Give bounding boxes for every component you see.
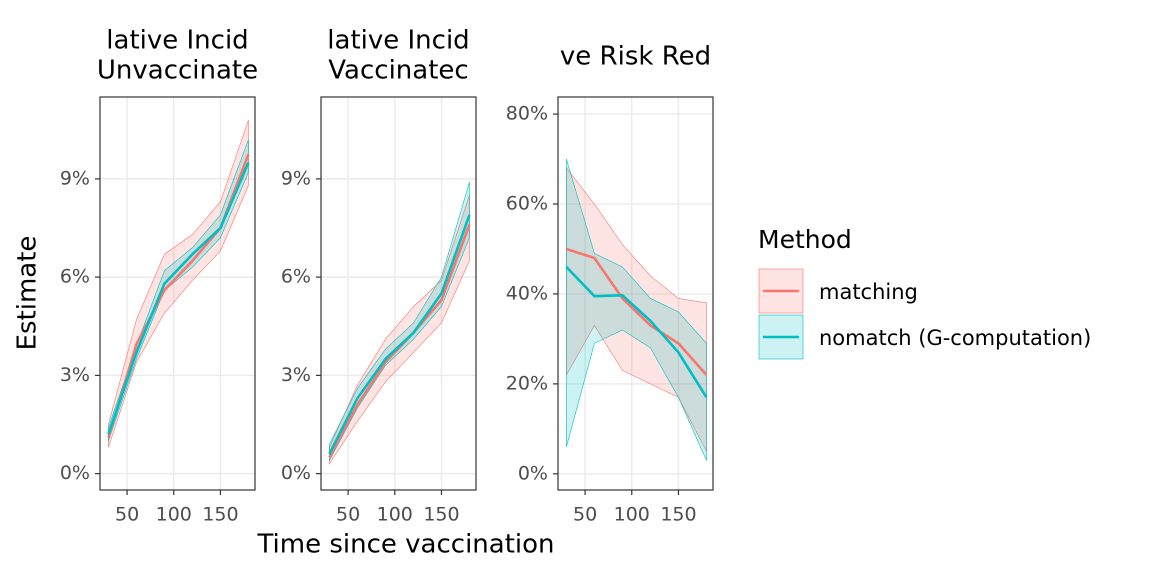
data-layer bbox=[328, 182, 471, 465]
x-tick-label: 50 bbox=[115, 504, 139, 526]
panel-border bbox=[320, 96, 477, 491]
panel-grid bbox=[558, 97, 713, 490]
line bbox=[328, 214, 471, 455]
y-tick-label: 6% bbox=[60, 266, 90, 288]
y-tick-label: 3% bbox=[281, 364, 311, 386]
y-tick-label: 20% bbox=[506, 372, 548, 394]
y-tick-label: 9% bbox=[281, 167, 311, 189]
y-axis-title: Estimate bbox=[13, 236, 43, 351]
panel-border bbox=[557, 96, 714, 491]
line bbox=[107, 161, 250, 435]
x-tick-label: 150 bbox=[423, 504, 459, 526]
y-tick-label: 6% bbox=[281, 266, 311, 288]
x-tick-label: 150 bbox=[202, 504, 238, 526]
y-tick-label: 9% bbox=[60, 167, 90, 189]
ribbon bbox=[329, 182, 470, 461]
ribbon bbox=[108, 139, 249, 441]
line bbox=[565, 266, 708, 399]
y-tick-label: 0% bbox=[518, 462, 548, 484]
y-tick-label: 3% bbox=[60, 364, 90, 386]
legend-label: nomatch (G-computation) bbox=[819, 326, 1091, 350]
x-tick-label: 50 bbox=[336, 504, 360, 526]
x-tick-label: 150 bbox=[660, 504, 696, 526]
line bbox=[566, 247, 708, 376]
data-layer bbox=[565, 158, 708, 461]
y-tick-label: 80% bbox=[506, 103, 548, 125]
panel-title: Unvaccinate bbox=[97, 56, 258, 86]
legend-label: matching bbox=[819, 280, 918, 304]
x-tick-label: 100 bbox=[614, 504, 650, 526]
panel-border bbox=[99, 96, 256, 491]
data-layer bbox=[107, 119, 250, 448]
y-tick-label: 0% bbox=[281, 462, 311, 484]
y-tick-label: 40% bbox=[506, 282, 548, 304]
y-tick-label: 0% bbox=[60, 462, 90, 484]
x-axis-title: Time since vaccination bbox=[256, 530, 554, 560]
panel-title: lative Incid bbox=[327, 26, 469, 56]
panel-title: ve Risk Red bbox=[560, 42, 711, 72]
x-tick-label: 50 bbox=[573, 504, 597, 526]
x-tick-label: 100 bbox=[377, 504, 413, 526]
ribbon bbox=[108, 119, 249, 448]
panel-background bbox=[100, 97, 255, 490]
y-tick-label: 60% bbox=[506, 193, 548, 215]
legend-title: Method bbox=[758, 225, 852, 254]
panel-title: Vaccinatec bbox=[328, 56, 468, 86]
x-tick-label: 100 bbox=[156, 504, 192, 526]
panel-title: lative Incid bbox=[106, 26, 248, 56]
ribbon bbox=[329, 195, 470, 465]
